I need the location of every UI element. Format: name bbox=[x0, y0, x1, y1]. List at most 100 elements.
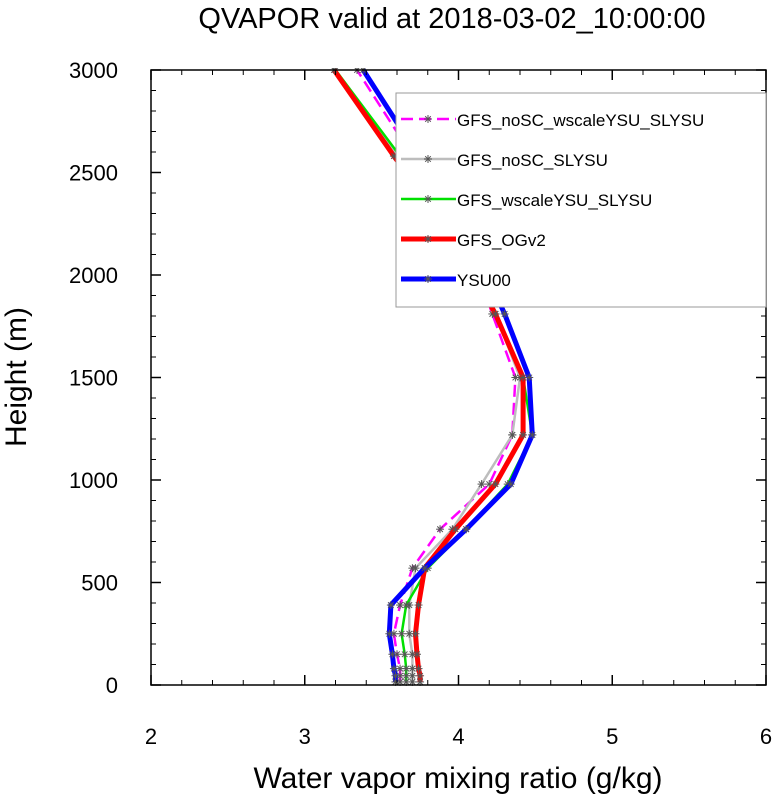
marker-stroke bbox=[529, 431, 536, 439]
marker-stroke bbox=[486, 480, 493, 488]
data-point bbox=[436, 525, 445, 534]
marker-stroke bbox=[389, 651, 396, 658]
marker-stroke bbox=[396, 665, 404, 672]
marker-stroke bbox=[403, 678, 410, 686]
data-point bbox=[511, 373, 520, 382]
marker-stroke bbox=[412, 630, 419, 637]
marker-stroke bbox=[421, 564, 428, 572]
marker-stroke bbox=[463, 526, 470, 533]
data-point bbox=[451, 525, 460, 534]
marker-stroke bbox=[386, 630, 393, 637]
marker-stroke bbox=[403, 672, 410, 679]
legend-marker bbox=[424, 195, 432, 203]
x-axis-label: Water vapor mixing ratio (g/kg) bbox=[253, 762, 662, 795]
marker-stroke bbox=[436, 526, 444, 533]
data-point bbox=[519, 430, 528, 439]
data-point bbox=[491, 309, 500, 318]
x-tick-label: 5 bbox=[606, 724, 618, 749]
legend-marker bbox=[424, 275, 432, 283]
legend-label-GFS_wscaleYSU_SLYSU: GFS_wscaleYSU_SLYSU bbox=[457, 191, 652, 210]
marker-stroke bbox=[390, 665, 398, 672]
y-tick-label: 500 bbox=[81, 571, 118, 596]
marker-stroke bbox=[401, 651, 408, 658]
marker-stroke bbox=[409, 651, 416, 658]
data-point bbox=[397, 629, 406, 638]
data-point bbox=[491, 480, 500, 489]
x-tick-label: 2 bbox=[145, 724, 157, 749]
data-point bbox=[414, 601, 423, 610]
marker-stroke bbox=[424, 155, 432, 163]
marker-stroke bbox=[507, 480, 514, 488]
marker-stroke bbox=[396, 601, 404, 609]
marker-stroke bbox=[409, 672, 416, 679]
legend-label-GFS_OGv2: GFS_OGv2 bbox=[457, 231, 546, 250]
data-point bbox=[411, 564, 420, 573]
marker-stroke bbox=[415, 601, 422, 609]
y-tick-label: 0 bbox=[106, 673, 118, 698]
marker-stroke bbox=[403, 601, 410, 609]
data-point bbox=[414, 664, 423, 673]
marker-stroke bbox=[387, 601, 395, 609]
marker-stroke bbox=[409, 665, 416, 672]
legend-label-YSU00: YSU00 bbox=[457, 271, 511, 290]
marker-stroke bbox=[403, 665, 410, 672]
data-point bbox=[477, 480, 486, 489]
legend-marker bbox=[424, 115, 432, 123]
marker-stroke bbox=[478, 480, 485, 488]
x-tick-label: 6 bbox=[760, 724, 772, 749]
marker-stroke bbox=[393, 651, 401, 658]
marker-stroke bbox=[424, 235, 432, 243]
data-point bbox=[528, 430, 537, 439]
marker-stroke bbox=[413, 651, 421, 658]
marker-stroke bbox=[412, 564, 419, 572]
chart-title: QVAPOR valid at 2018-03-02_10:00:00 bbox=[198, 3, 705, 35]
marker-stroke bbox=[396, 672, 404, 679]
legend-marker bbox=[424, 155, 432, 163]
data-point bbox=[400, 650, 409, 659]
marker-stroke bbox=[416, 678, 424, 686]
marker-stroke bbox=[512, 374, 519, 381]
marker-stroke bbox=[398, 630, 405, 637]
marker-stroke bbox=[424, 195, 432, 203]
marker-stroke bbox=[501, 310, 508, 318]
legend-box bbox=[395, 92, 767, 308]
data-point bbox=[500, 309, 509, 318]
data-point bbox=[389, 664, 398, 673]
legend: GFS_noSC_wscaleYSU_SLYSU GFS_noSC_SLYSU GF… bbox=[395, 92, 767, 308]
legend-label-GFS_noSC_SLYSU: GFS_noSC_SLYSU bbox=[457, 151, 608, 170]
marker-stroke bbox=[492, 480, 499, 488]
y-tick-label: 2500 bbox=[69, 161, 118, 186]
axis-ticks: 2 3 4 5 6 0 500 1000 1500 2000 2500 3000 bbox=[69, 58, 772, 749]
x-tick-label: 3 bbox=[299, 724, 311, 749]
data-point bbox=[411, 629, 420, 638]
marker-stroke bbox=[409, 678, 416, 686]
y-axis-label: Height (m) bbox=[0, 307, 33, 447]
data-point bbox=[506, 480, 515, 489]
data-point bbox=[391, 671, 400, 680]
x-tick-label: 4 bbox=[452, 724, 464, 749]
data-point bbox=[402, 671, 411, 680]
marker-stroke bbox=[452, 526, 459, 533]
y-tick-label: 1500 bbox=[69, 366, 118, 391]
data-point bbox=[416, 671, 425, 680]
marker-stroke bbox=[519, 431, 527, 439]
data-point bbox=[412, 650, 421, 659]
legend-label-GFS_noSC_wscaleYSU_SLYSU: GFS_noSC_wscaleYSU_SLYSU bbox=[457, 111, 704, 130]
data-point bbox=[420, 564, 429, 573]
data-point bbox=[402, 664, 411, 673]
data-point bbox=[385, 629, 394, 638]
marker-stroke bbox=[509, 431, 516, 439]
marker-stroke bbox=[392, 672, 399, 679]
data-point bbox=[462, 525, 471, 534]
data-point bbox=[525, 373, 534, 382]
marker-stroke bbox=[424, 275, 432, 283]
marker-stroke bbox=[526, 374, 533, 381]
y-tick-label: 2000 bbox=[69, 263, 118, 288]
marker-stroke bbox=[415, 665, 422, 672]
data-point bbox=[386, 601, 395, 610]
marker-stroke bbox=[396, 678, 404, 686]
data-point bbox=[408, 650, 417, 659]
marker-stroke bbox=[519, 374, 527, 381]
data-point bbox=[402, 601, 411, 610]
